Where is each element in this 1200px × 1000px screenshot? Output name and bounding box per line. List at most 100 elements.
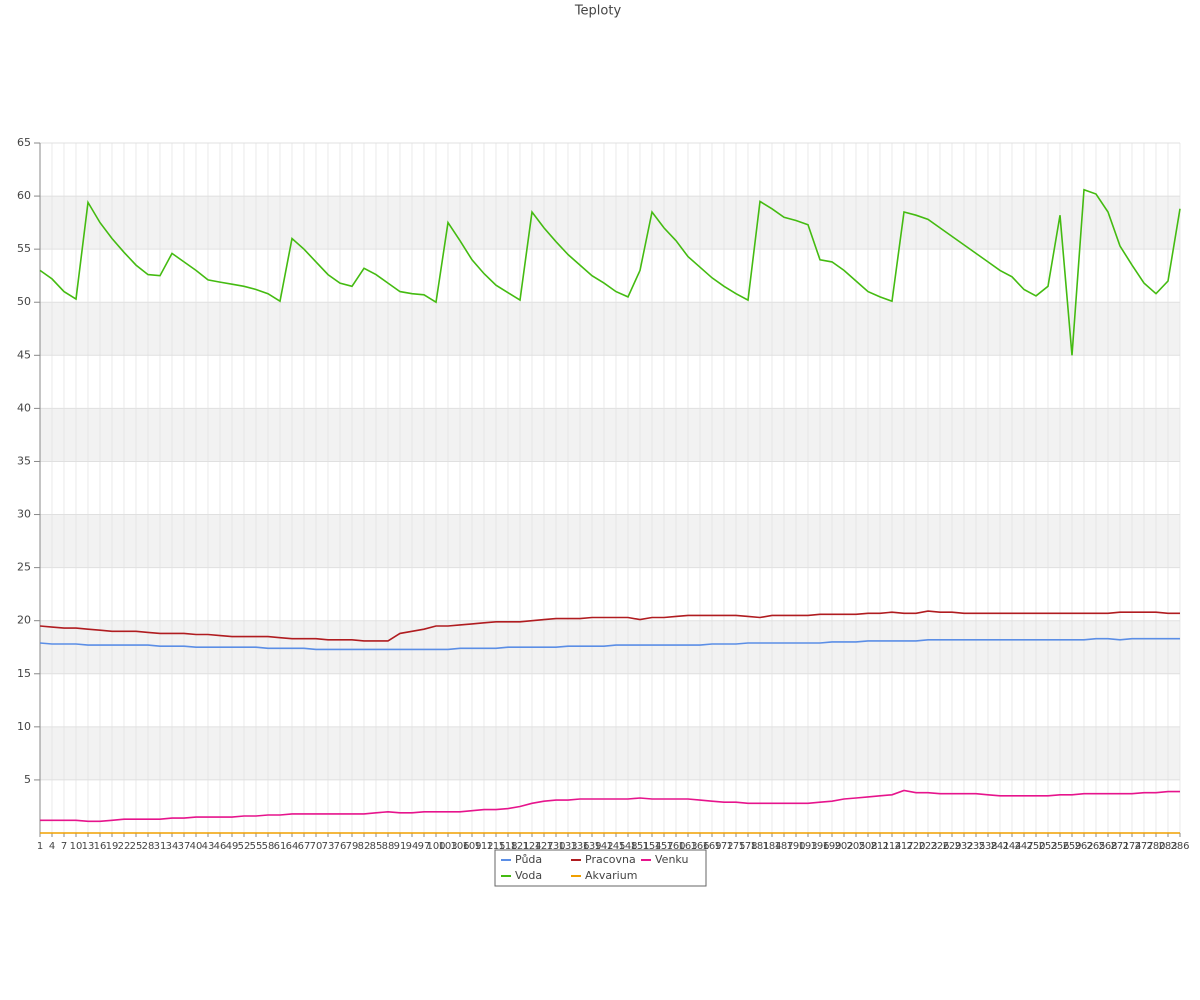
x-tick-label: 175 [726, 841, 745, 852]
x-tick-label: 172 [714, 841, 733, 852]
grid-band [40, 302, 1180, 356]
y-tick-label: 30 [17, 508, 31, 521]
x-tick-label: 7 [61, 841, 67, 852]
x-tick-label: 121 [510, 841, 529, 852]
x-tick-label: 127 [534, 841, 553, 852]
y-tick-label: 25 [17, 561, 31, 574]
legend-label: Pracovna [585, 853, 636, 866]
x-tick-label: 274 [1122, 841, 1141, 852]
x-tick-label: 124 [522, 841, 541, 852]
x-tick-label: 178 [738, 841, 757, 852]
x-tick-label: 151 [630, 841, 649, 852]
x-tick-label: 166 [690, 841, 709, 852]
x-tick-label: 76 [334, 841, 347, 852]
x-tick-label: 229 [942, 841, 961, 852]
x-tick-label: 142 [594, 841, 613, 852]
x-tick-label: 28 [142, 841, 155, 852]
x-tick-label: 169 [702, 841, 721, 852]
x-tick-label: 139 [582, 841, 601, 852]
x-tick-label: 217 [894, 841, 913, 852]
x-tick-label: 55 [250, 841, 263, 852]
x-tick-label: 223 [918, 841, 937, 852]
x-tick-label: 34 [166, 841, 179, 852]
x-tick-label: 67 [298, 841, 311, 852]
series-line [39, 188, 1181, 356]
x-tick-label: 43 [202, 841, 215, 852]
x-tick-label: 283 [1158, 841, 1177, 852]
x-tick-label: 46 [214, 841, 227, 852]
y-tick-label: 20 [17, 614, 31, 627]
legend-label: Půda [515, 853, 542, 866]
y-tick-label: 50 [17, 295, 31, 308]
x-tick-label: 163 [678, 841, 697, 852]
x-tick-label: 133 [558, 841, 577, 852]
y-tick-label: 35 [17, 454, 31, 467]
x-tick-label: 259 [1062, 841, 1081, 852]
x-tick-label: 244 [1002, 841, 1021, 852]
y-tick-label: 10 [17, 720, 31, 733]
grid-band [40, 514, 1180, 568]
x-tick-label: 199 [822, 841, 841, 852]
x-tick-label: 226 [930, 841, 949, 852]
y-tick-label: 5 [24, 773, 31, 786]
x-tick-label: 19 [106, 841, 119, 852]
x-tick-label: 85 [370, 841, 383, 852]
x-tick-label: 196 [810, 841, 829, 852]
x-tick-label: 238 [978, 841, 997, 852]
x-tick-label: 205 [846, 841, 865, 852]
x-tick-label: 232 [954, 841, 973, 852]
x-tick-label: 49 [226, 841, 239, 852]
x-tick-label: 265 [1086, 841, 1105, 852]
x-tick-label: 103 [438, 841, 457, 852]
x-tick-label: 73 [322, 841, 335, 852]
x-tick-label: 4 [49, 841, 55, 852]
x-tick-label: 94 [406, 841, 419, 852]
series-line [39, 610, 1180, 642]
x-tick-label: 25 [130, 841, 143, 852]
x-tick-label: 16 [94, 841, 107, 852]
x-tick-label: 253 [1038, 841, 1057, 852]
x-tick-label: 256 [1050, 841, 1069, 852]
x-tick-label: 31 [154, 841, 167, 852]
x-tick-label: 22 [118, 841, 131, 852]
x-tick-label: 91 [394, 841, 407, 852]
x-tick-label: 1 [37, 841, 43, 852]
x-tick-label: 106 [450, 841, 469, 852]
grid-band [40, 196, 1180, 250]
x-tick-label: 154 [642, 841, 661, 852]
x-tick-label: 64 [286, 841, 299, 852]
x-tick-label: 157 [654, 841, 673, 852]
x-tick-label: 247 [1014, 841, 1033, 852]
x-tick-label: 250 [1026, 841, 1045, 852]
x-tick-label: 286 [1170, 841, 1189, 852]
x-tick-label: 145 [606, 841, 625, 852]
x-tick-label: 115 [486, 841, 505, 852]
legend-box [494, 849, 707, 887]
legend-label: Akvarium [585, 869, 637, 882]
y-tick-label: 60 [17, 189, 31, 202]
x-tick-label: 160 [666, 841, 685, 852]
y-tick-label: 15 [17, 667, 31, 680]
x-tick-label: 202 [834, 841, 853, 852]
x-tick-label: 40 [190, 841, 203, 852]
x-tick-label: 187 [774, 841, 793, 852]
x-tick-label: 148 [618, 841, 637, 852]
x-tick-label: 130 [546, 841, 565, 852]
x-tick-label: 262 [1074, 841, 1093, 852]
x-tick-label: 136 [570, 841, 589, 852]
x-tick-label: 118 [498, 841, 517, 852]
grid-band [40, 726, 1180, 780]
chart-title: Teploty [574, 4, 622, 19]
x-tick-label: 52 [238, 841, 251, 852]
x-tick-label: 208 [858, 841, 877, 852]
x-tick-label: 268 [1098, 841, 1117, 852]
x-tick-label: 211 [870, 841, 889, 852]
x-tick-label: 88 [382, 841, 395, 852]
x-tick-label: 61 [274, 841, 287, 852]
x-tick-label: 184 [762, 841, 781, 852]
x-tick-label: 271 [1110, 841, 1129, 852]
x-tick-label: 277 [1134, 841, 1153, 852]
x-tick-label: 280 [1146, 841, 1165, 852]
grid-band [40, 408, 1180, 462]
